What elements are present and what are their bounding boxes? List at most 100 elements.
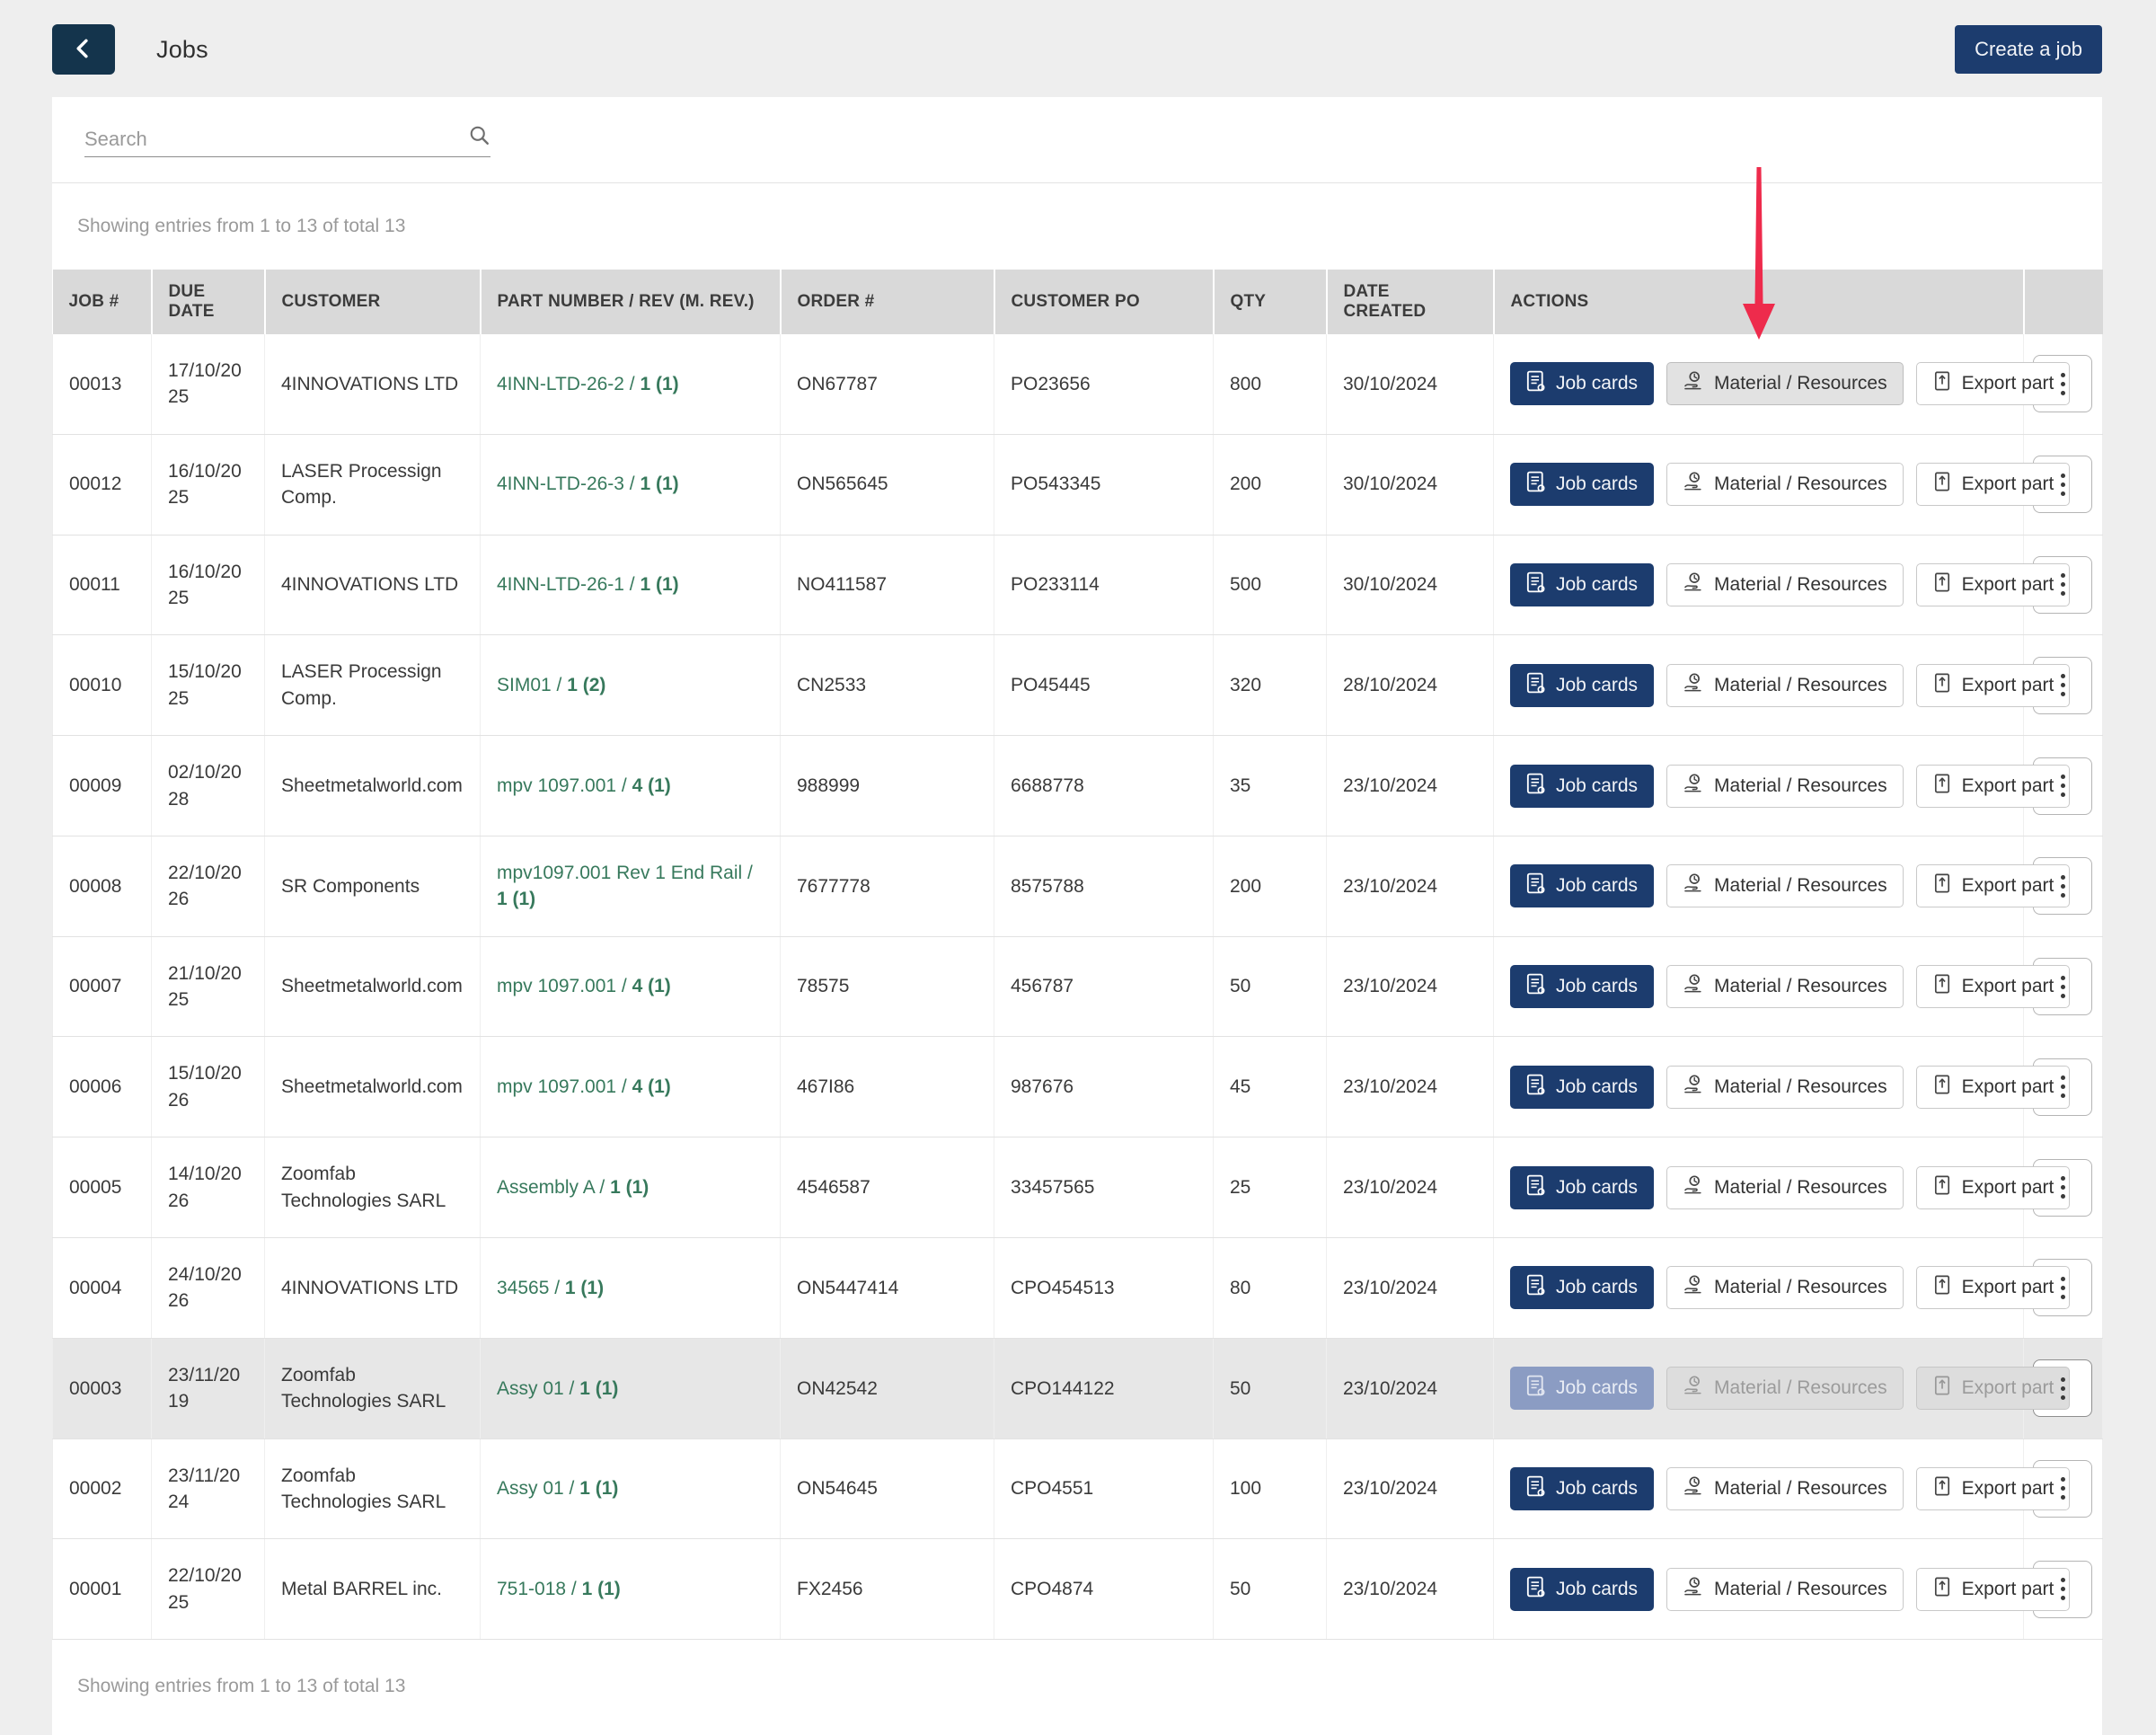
material-resources-button[interactable]: Material / Resources (1666, 1266, 1904, 1310)
part-link-rev: 1 (1) (640, 574, 679, 596)
part-link[interactable]: Assembly A / 1 (1) (497, 1177, 649, 1198)
export-part-label: Export part (1961, 1076, 2054, 1097)
customer-po: PO233114 (994, 535, 1214, 636)
part-link[interactable]: 4INN-LTD-26-3 / 1 (1) (497, 474, 679, 494)
date-created: 23/10/2024 (1326, 735, 1494, 837)
table-row: 00011 16/10/2025 4INNOVATIONS LTD 4INN-L… (52, 535, 2103, 636)
part-link[interactable]: SIM01 / 1 (2) (497, 675, 605, 695)
part-link[interactable]: mpv 1097.001 / 4 (1) (497, 775, 671, 796)
job-cards-button[interactable]: Job cards (1510, 562, 1655, 606)
part-link[interactable]: 34565 / 1 (1) (497, 1278, 604, 1298)
customer-po: CPO4874 (994, 1538, 1214, 1641)
qty: 50 (1213, 1538, 1327, 1641)
part-link-rev: 1 (1) (579, 1478, 619, 1500)
customer-po: PO23656 (994, 334, 1214, 435)
job-cards-icon (1526, 772, 1546, 801)
part-link[interactable]: mpv 1097.001 / 4 (1) (497, 1076, 671, 1097)
part-link[interactable]: mpv1097.001 Rev 1 End Rail / 1 (1) (497, 863, 753, 909)
material-resources-button[interactable]: Material / Resources (1666, 1367, 1904, 1411)
search-section (52, 97, 2102, 183)
export-part-label: Export part (1961, 1277, 2054, 1298)
part-link-rev: 1 (1) (497, 889, 536, 910)
part-link[interactable]: Assy 01 / 1 (1) (497, 1378, 618, 1399)
material-resources-icon (1683, 1174, 1704, 1201)
export-part-icon (1932, 1576, 1952, 1603)
customer-po: CPO4551 (994, 1438, 1214, 1540)
job-cards-button[interactable]: Job cards (1510, 864, 1655, 908)
export-part-button[interactable]: Export part (1915, 1165, 2071, 1209)
material-resources-button[interactable]: Material / Resources (1666, 864, 1904, 908)
job-cards-icon (1526, 470, 1546, 499)
part-link[interactable]: 4INN-LTD-26-2 / 1 (1) (497, 374, 679, 394)
export-part-button[interactable]: Export part (1915, 1065, 2071, 1109)
material-resources-button[interactable]: Material / Resources (1666, 1567, 1904, 1611)
material-resources-button[interactable]: Material / Resources (1666, 562, 1904, 606)
job-cards-button[interactable]: Job cards (1510, 1367, 1655, 1411)
export-part-button[interactable]: Export part (1915, 1367, 2071, 1411)
material-resources-icon (1683, 773, 1704, 800)
job-number: 00010 (52, 634, 152, 737)
job-cards-icon (1526, 369, 1546, 398)
part-link[interactable]: 4INN-LTD-26-1 / 1 (1) (497, 574, 679, 595)
part-link[interactable]: 751-018 / 1 (1) (497, 1579, 621, 1599)
export-part-button[interactable]: Export part (1915, 764, 2071, 808)
material-resources-button[interactable]: Material / Resources (1666, 463, 1904, 507)
part-link[interactable]: mpv 1097.001 / 4 (1) (497, 976, 671, 996)
job-cards-button[interactable]: Job cards (1510, 663, 1655, 707)
customer: Metal BARREL inc. (264, 1538, 481, 1641)
export-part-button[interactable]: Export part (1915, 864, 2071, 908)
export-part-label: Export part (1961, 875, 2054, 897)
export-part-icon (1932, 773, 1952, 800)
material-resources-button[interactable]: Material / Resources (1666, 1065, 1904, 1109)
job-cards-button[interactable]: Job cards (1510, 764, 1655, 808)
export-part-button[interactable]: Export part (1915, 362, 2071, 406)
material-resources-button[interactable]: Material / Resources (1666, 1466, 1904, 1510)
order-number: 988999 (780, 735, 994, 837)
export-part-button[interactable]: Export part (1915, 1567, 2071, 1611)
part-link-rev: 1 (1) (610, 1176, 649, 1198)
material-resources-button[interactable]: Material / Resources (1666, 663, 1904, 707)
kebab-icon (2060, 1477, 2065, 1500)
export-part-button[interactable]: Export part (1915, 1266, 2071, 1310)
date-created: 23/10/2024 (1326, 1137, 1494, 1239)
search-input[interactable] (84, 128, 468, 151)
job-cards-button[interactable]: Job cards (1510, 1567, 1655, 1611)
material-resources-button[interactable]: Material / Resources (1666, 965, 1904, 1009)
date-created: 23/10/2024 (1326, 936, 1494, 1038)
job-number: 00013 (52, 334, 152, 435)
date-created: 23/10/2024 (1326, 1237, 1494, 1339)
export-part-button[interactable]: Export part (1915, 1466, 2071, 1510)
part-link[interactable]: Assy 01 / 1 (1) (497, 1478, 618, 1499)
export-part-label: Export part (1961, 1578, 2054, 1599)
job-cards-button[interactable]: Job cards (1510, 1266, 1655, 1310)
export-part-label: Export part (1961, 1176, 2054, 1198)
kebab-icon (2060, 473, 2065, 496)
job-cards-button[interactable]: Job cards (1510, 362, 1655, 406)
kebab-icon (2060, 1376, 2065, 1400)
back-button[interactable] (52, 24, 115, 75)
export-part-label: Export part (1961, 976, 2054, 997)
job-number: 00009 (52, 735, 152, 837)
job-number: 00002 (52, 1438, 152, 1540)
date-created: 23/10/2024 (1326, 1036, 1494, 1138)
job-cards-button[interactable]: Job cards (1510, 965, 1655, 1009)
qty: 50 (1213, 1338, 1327, 1439)
export-part-label: Export part (1961, 674, 2054, 695)
export-part-button[interactable]: Export part (1915, 463, 2071, 507)
due-date: 17/10/2025 (151, 334, 265, 435)
create-job-button[interactable]: Create a job (1955, 25, 2102, 74)
export-part-button[interactable]: Export part (1915, 562, 2071, 606)
job-cards-button[interactable]: Job cards (1510, 1165, 1655, 1209)
kebab-icon (2060, 1578, 2065, 1601)
material-resources-button[interactable]: Material / Resources (1666, 1165, 1904, 1209)
job-cards-button[interactable]: Job cards (1510, 1065, 1655, 1109)
export-part-button[interactable]: Export part (1915, 663, 2071, 707)
material-resources-button[interactable]: Material / Resources (1666, 764, 1904, 808)
part-link-rev: 1 (1) (579, 1377, 619, 1399)
job-cards-button[interactable]: Job cards (1510, 1466, 1655, 1510)
col-customer: CUSTOMER (264, 270, 482, 334)
material-resources-label: Material / Resources (1714, 875, 1887, 897)
export-part-button[interactable]: Export part (1915, 965, 2071, 1009)
job-cards-button[interactable]: Job cards (1510, 463, 1655, 507)
material-resources-button[interactable]: Material / Resources (1666, 362, 1904, 406)
